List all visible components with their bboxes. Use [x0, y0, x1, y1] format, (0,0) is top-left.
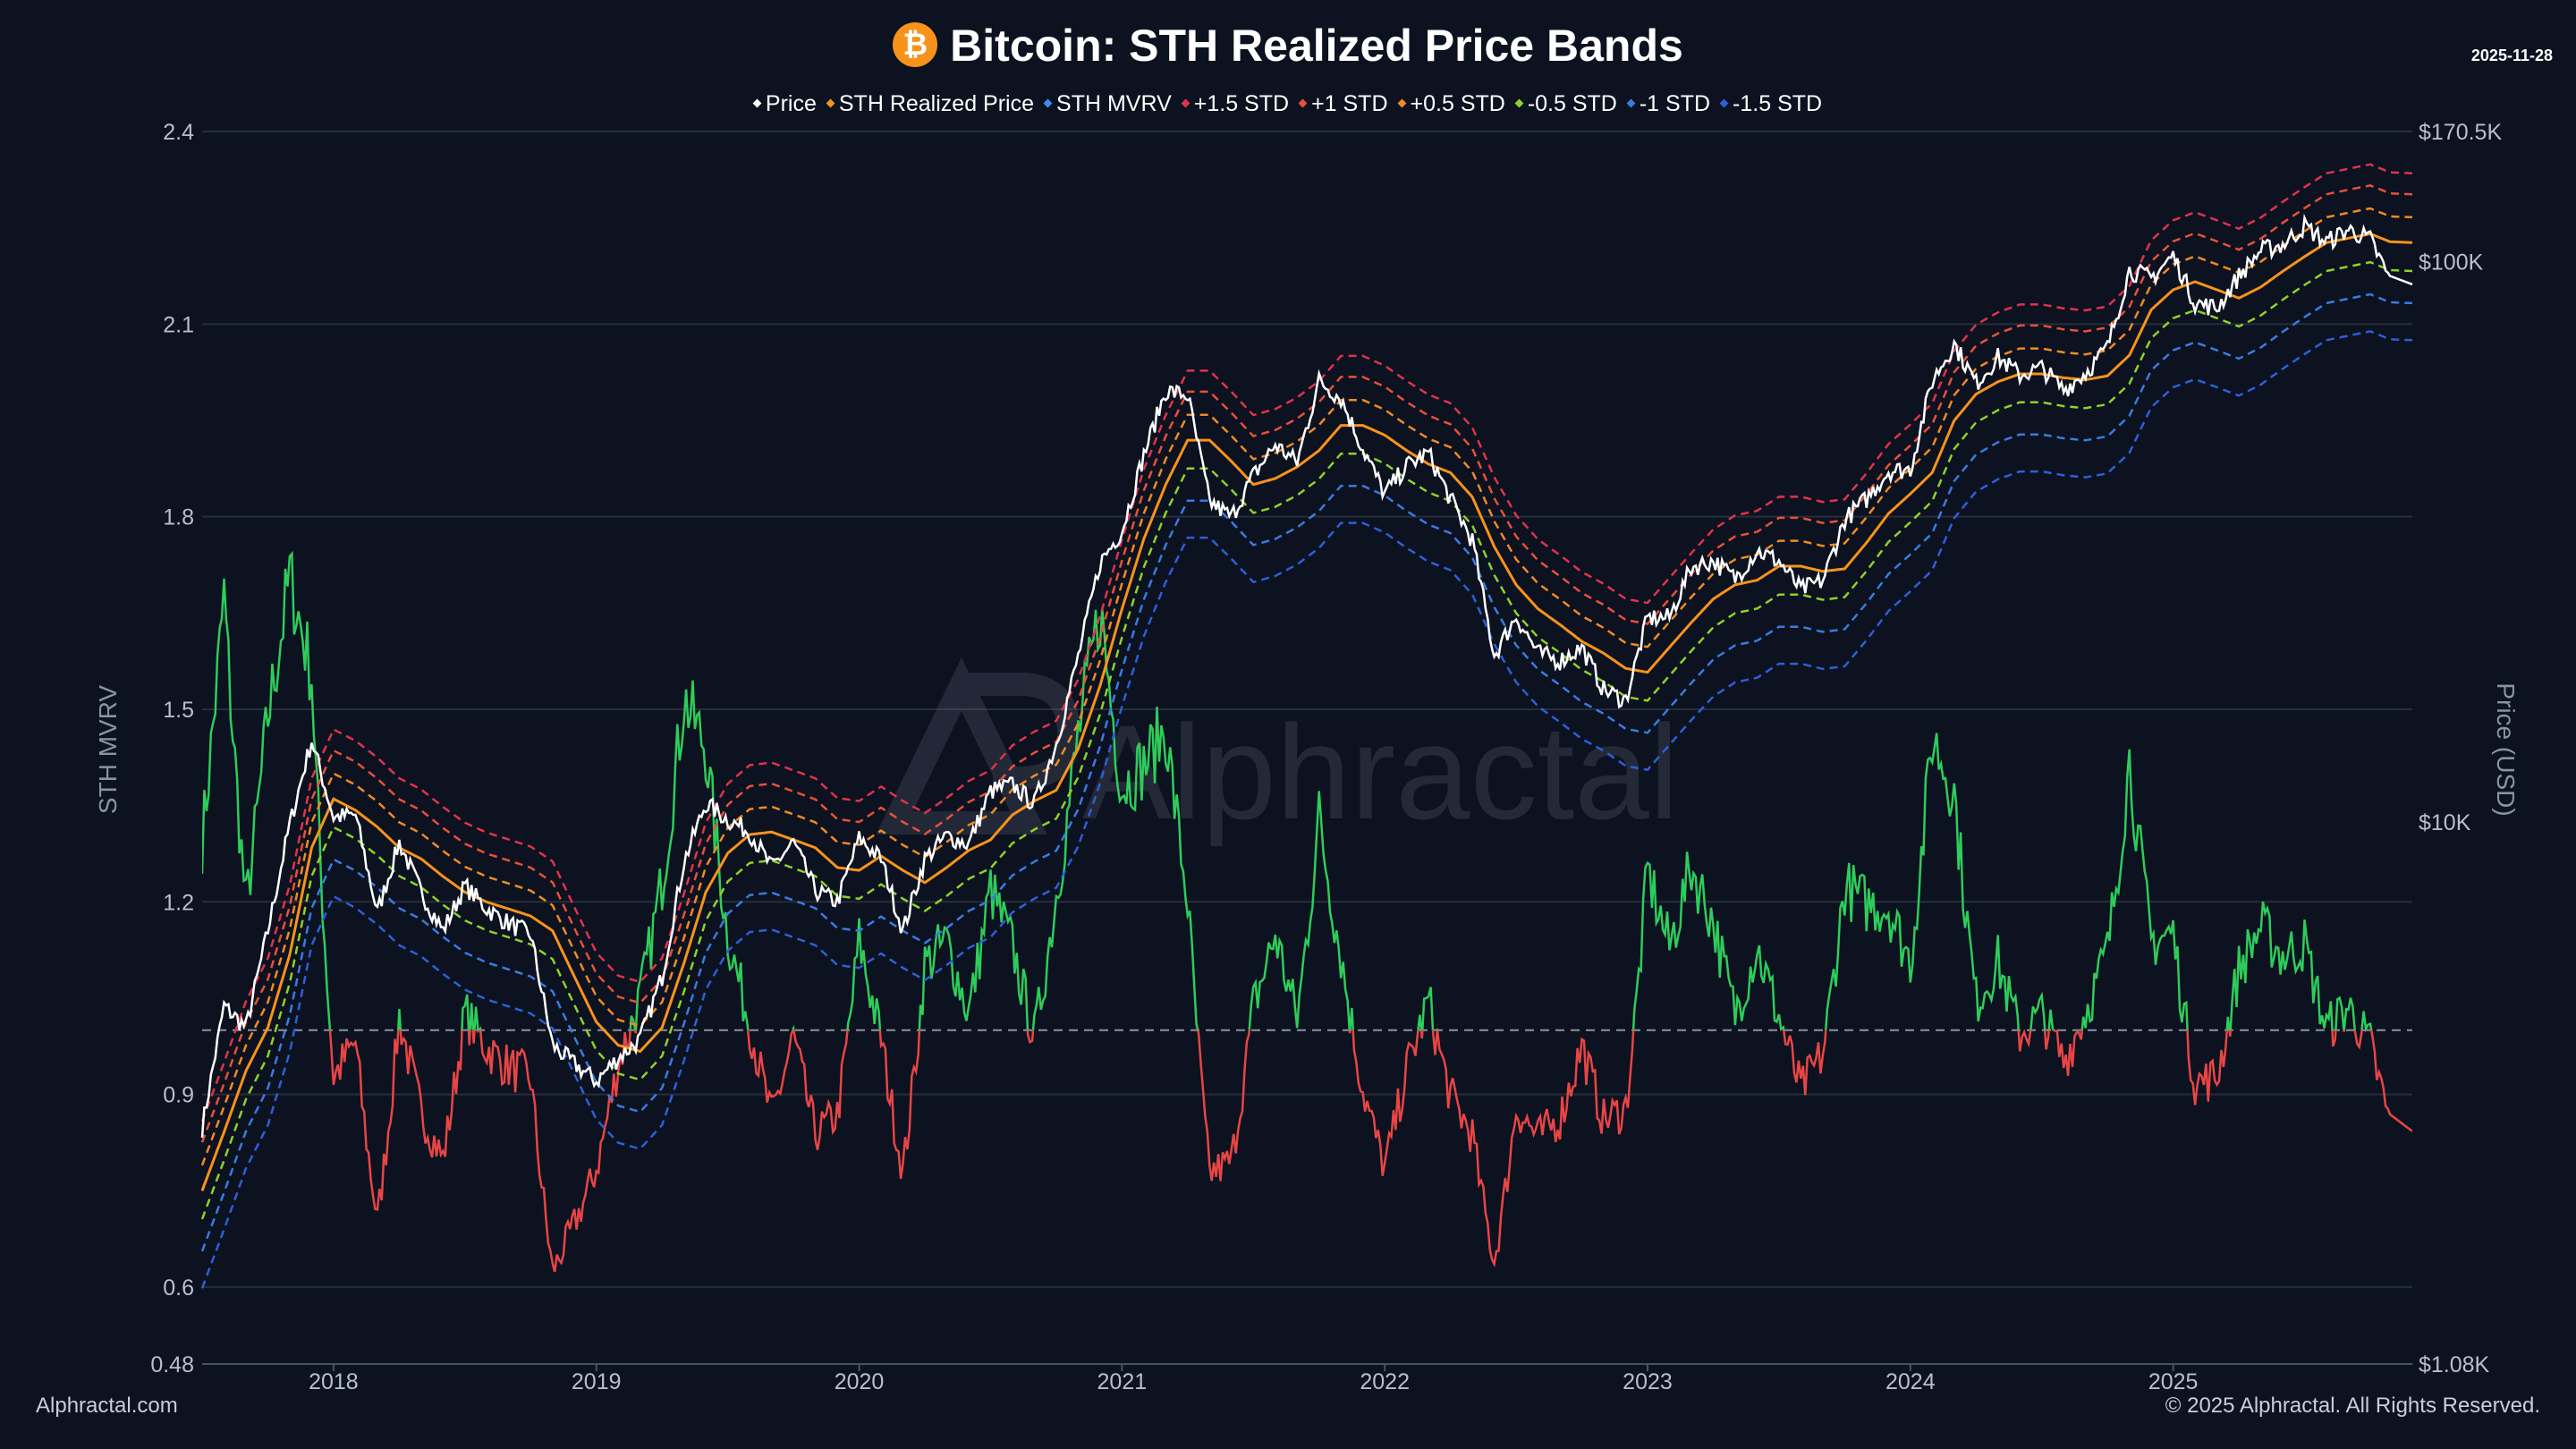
legend-label: +0.5 STD	[1410, 91, 1505, 116]
legend-item[interactable]: -0.5 STD	[1514, 91, 1617, 117]
left-tick-label: 0.9	[163, 1083, 194, 1108]
x-tick-label: 2019	[572, 1369, 622, 1394]
sth-realized-price-line	[200, 232, 2413, 1191]
left-tick-label: 1.5	[163, 698, 194, 723]
legend-item[interactable]: STH MVRV	[1043, 91, 1172, 117]
x-tick-label: 2023	[1623, 1369, 1673, 1394]
x-tick-label: 2025	[2148, 1369, 2199, 1394]
footer-site: Alphractal.com	[36, 1394, 178, 1418]
left-tick-label: 1.2	[163, 890, 194, 915]
watermark-text: Alphractal	[1082, 697, 1679, 847]
x-tick-label: 2021	[1097, 1369, 1148, 1394]
legend: Price STH Realized Price STH MVRV +1.5 STD +…	[0, 91, 2576, 117]
legend-item[interactable]: Price	[752, 91, 817, 117]
legend-item[interactable]: -1 STD	[1626, 91, 1711, 117]
right-axis-title: Price (USD)	[2492, 682, 2520, 816]
legend-item[interactable]: -1.5 STD	[1719, 91, 1823, 117]
left-tick-label: 2.1	[163, 312, 194, 337]
legend-label: +1.5 STD	[1193, 91, 1290, 116]
mvrv-line-above	[202, 550, 2373, 1030]
x-tick-label: 2024	[1885, 1369, 1936, 1394]
x-tick-label: 2022	[1360, 1369, 1410, 1394]
left-tick-label: 2.4	[163, 120, 194, 145]
left-tick-label: 0.6	[163, 1275, 194, 1301]
left-tick-label: 0.48	[150, 1352, 194, 1377]
legend-label: -1 STD	[1639, 91, 1711, 116]
legend-item[interactable]: STH Realized Price	[826, 91, 1035, 117]
legend-item[interactable]: +0.5 STD	[1397, 91, 1505, 117]
band-line-plus1STD	[200, 183, 2413, 1143]
bitcoin-icon: ₿	[893, 21, 938, 67]
right-tick-label: $170.5K	[2419, 120, 2502, 145]
watermark-logo-icon	[876, 657, 1081, 835]
right-tick-label: $1.08K	[2419, 1352, 2490, 1377]
x-tick-label: 2020	[835, 1369, 885, 1394]
chart-date: 2025-11-28	[2470, 47, 2553, 64]
legend-label: +1 STD	[1311, 91, 1388, 116]
left-axis-title: STH MVRV	[94, 685, 122, 814]
right-tick-label: $10K	[2419, 810, 2471, 835]
right-tick-label: $100K	[2419, 250, 2484, 275]
legend-label: Price	[765, 91, 817, 116]
chart-title-text: Bitcoin: STH Realized Price Bands	[950, 21, 1683, 71]
chart-title: ₿ Bitcoin: STH Realized Price Bands	[0, 20, 2576, 72]
watermark: Alphractal	[876, 657, 1679, 847]
legend-label: STH Realized Price	[838, 91, 1035, 116]
band-line-plus05STD	[200, 207, 2413, 1166]
legend-label: -1.5 STD	[1733, 91, 1823, 116]
price-line	[200, 213, 2413, 1138]
footer-copyright: © 2025 Alphractal. All Rights Reserved.	[2165, 1394, 2540, 1418]
legend-item[interactable]: +1 STD	[1298, 91, 1388, 117]
x-tick-label: 2018	[309, 1369, 359, 1394]
mvrv-line-below	[328, 1030, 2412, 1273]
left-tick-label: 1.8	[163, 505, 194, 530]
legend-item[interactable]: +1.5 STD	[1181, 91, 1290, 117]
legend-label: STH MVRV	[1056, 91, 1172, 116]
legend-label: -0.5 STD	[1527, 91, 1617, 116]
